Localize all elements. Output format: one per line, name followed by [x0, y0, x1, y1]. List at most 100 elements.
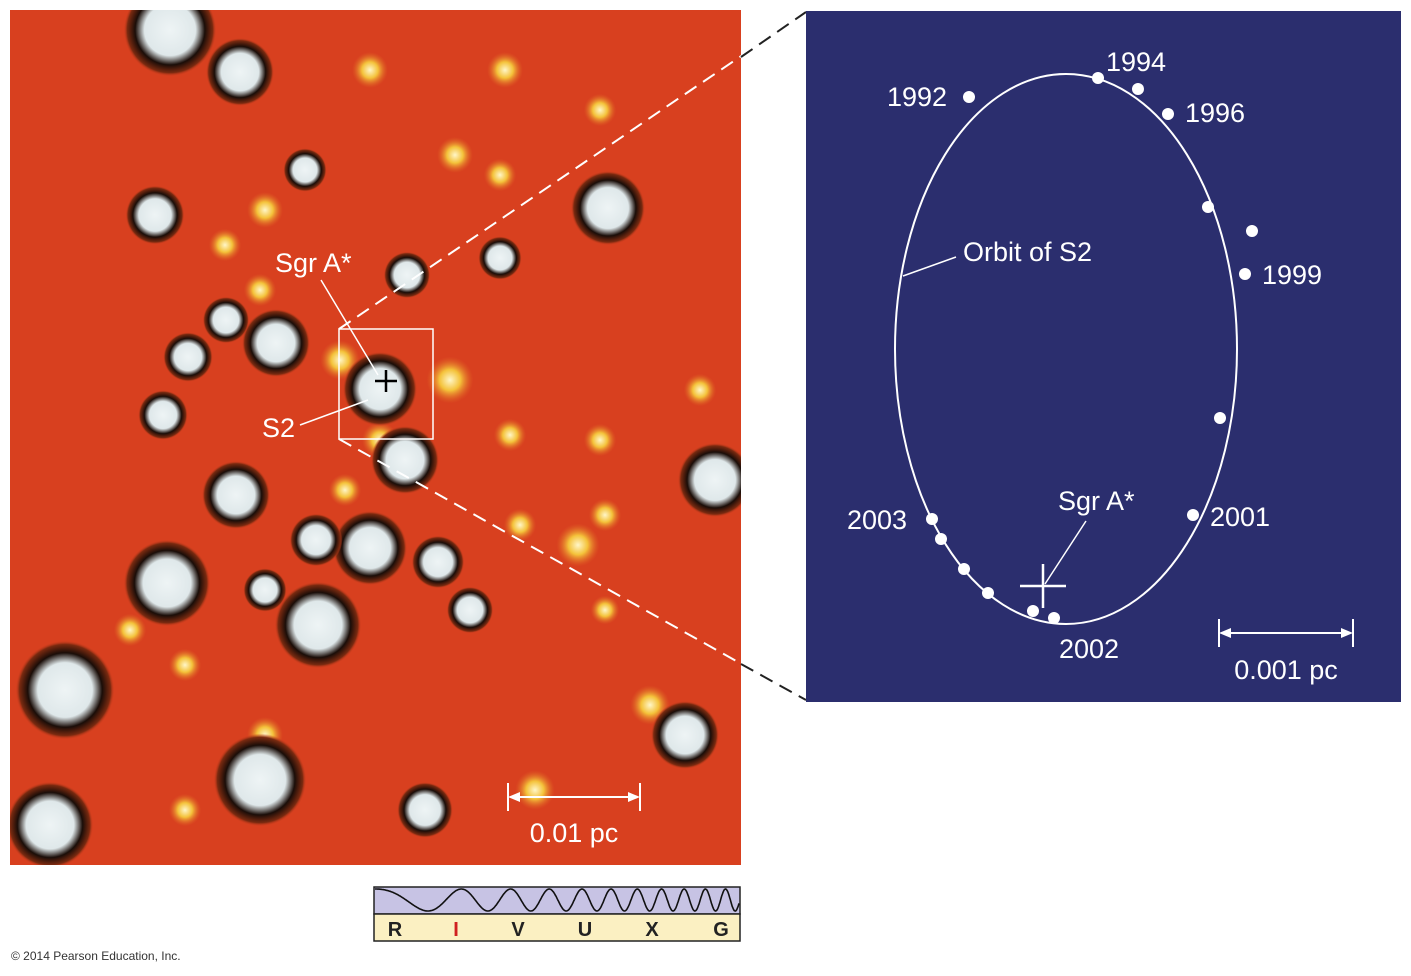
orbit-point: [1246, 225, 1258, 237]
band-g: G: [713, 919, 729, 941]
orbit-point: [1092, 72, 1104, 84]
zoom-line-bottom-outside: [740, 663, 807, 701]
star-field: [10, 10, 741, 865]
bright-star: [138, 390, 188, 440]
faint-star: [588, 498, 622, 532]
bright-star: [446, 586, 494, 634]
orbit-point: [982, 587, 994, 599]
faint-star: [556, 523, 600, 567]
year-1992-label: 1992: [887, 82, 947, 112]
year-1999-label: 1999: [1262, 260, 1322, 290]
bright-star: [332, 510, 408, 586]
panel-sgr-a-label: Sgr A*: [1058, 486, 1135, 516]
image-scale-label: 0.01 pc: [530, 818, 619, 848]
year-2003-label: 2003: [847, 505, 907, 535]
bright-star: [370, 425, 440, 495]
bright-star: [213, 733, 307, 827]
bright-star: [125, 185, 185, 245]
bright-star: [15, 640, 115, 740]
zoom-line-top-outside: [740, 11, 807, 58]
orbit-panel: Orbit of S2 Sgr A* 1992 1994 1996 1999 2…: [806, 11, 1401, 702]
spectrum-wave: [375, 888, 740, 912]
panel-scale-label: 0.001 pc: [1234, 655, 1338, 685]
band-u: U: [578, 919, 592, 941]
orbit-point: [1214, 412, 1226, 424]
year-1994-label: 1994: [1106, 47, 1166, 77]
year-1996-label: 1996: [1185, 98, 1245, 128]
year-2001-label: 2001: [1210, 502, 1270, 532]
band-r: R: [388, 919, 403, 941]
image-scale-bar: [507, 783, 641, 811]
zoom-box: [338, 328, 434, 440]
faint-star: [168, 648, 202, 682]
band-x: X: [645, 919, 659, 941]
bright-star: [650, 700, 720, 770]
orbit-point: [1202, 201, 1214, 213]
year-2002-label: 2002: [1059, 634, 1119, 664]
faint-star: [247, 192, 283, 228]
orbit-point: [935, 533, 947, 545]
zoom-line-top: [338, 11, 807, 330]
bright-star: [10, 781, 94, 865]
faint-star: [426, 356, 474, 404]
bright-star: [274, 581, 362, 669]
faint-star: [243, 273, 277, 307]
s2-label: S2: [262, 413, 295, 443]
faint-star: [590, 595, 620, 625]
bright-star: [677, 442, 741, 518]
faint-star: [352, 52, 388, 88]
bright-star: [283, 148, 327, 192]
orbit-point: [1132, 83, 1144, 95]
faint-star: [168, 793, 202, 827]
bright-star: [397, 782, 453, 838]
bright-star: [202, 296, 250, 344]
panel-scale-bar: [1218, 619, 1354, 647]
bright-star: [201, 460, 271, 530]
bright-star: [570, 170, 646, 246]
faint-star: [483, 158, 517, 192]
orbit-point: [1162, 108, 1174, 120]
faint-star: [328, 473, 362, 507]
bright-star: [383, 251, 431, 299]
orbit-point: [963, 91, 975, 103]
band-v: V: [511, 919, 525, 941]
panel-background: [806, 11, 1401, 702]
faint-star: [113, 613, 147, 647]
spectrum-letters-bar: [373, 913, 741, 942]
spectrum-wave-bar: [373, 886, 741, 915]
orbit-point: [1027, 605, 1039, 617]
faint-star: [583, 423, 617, 457]
orbit-point: [926, 513, 938, 525]
bright-star: [241, 308, 311, 378]
bright-star: [123, 10, 217, 77]
orbit-point: [1187, 509, 1199, 521]
sgr-a-leader-line: [320, 279, 379, 376]
bright-star: [243, 568, 287, 612]
faint-star: [583, 93, 617, 127]
faint-star: [683, 373, 717, 407]
panel-sgr-a-leader: [1044, 520, 1087, 585]
faint-star: [493, 418, 527, 452]
bright-star: [205, 37, 275, 107]
s2-orbit-ellipse: [894, 73, 1238, 625]
orbit-leader-line: [902, 256, 957, 277]
bright-star: [123, 539, 211, 627]
faint-star: [487, 52, 523, 88]
bright-star: [478, 236, 522, 280]
bright-star: [163, 332, 213, 382]
bright-star: [289, 513, 343, 567]
copyright-notice: © 2014 Pearson Education, Inc.: [11, 949, 181, 963]
zoom-line-bottom: [338, 438, 807, 701]
faint-star: [208, 228, 242, 262]
bright-star: [342, 351, 418, 427]
orbit-point: [1239, 268, 1251, 280]
orbit-points: [926, 72, 1258, 624]
faint-star: [437, 137, 473, 173]
faint-star: [515, 770, 555, 810]
infrared-image: [10, 10, 741, 865]
sgr-a-label: Sgr A*: [275, 248, 352, 278]
s2-leader-line: [299, 399, 369, 426]
bright-star: [411, 535, 465, 589]
spectrum-indicator: R I V U X G: [373, 886, 741, 942]
